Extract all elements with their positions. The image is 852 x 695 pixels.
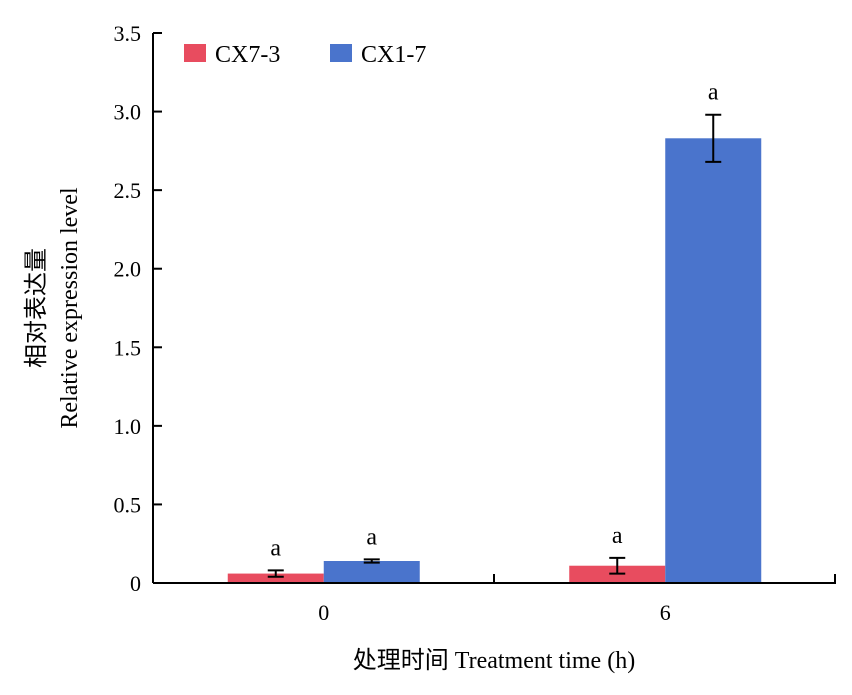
error-bars-layer <box>267 113 722 578</box>
y-tick-label: 0.5 <box>114 492 142 517</box>
x-axis-title: 处理时间 Treatment time (h) <box>353 647 635 674</box>
significance-labels-layer: a a a a <box>270 80 719 562</box>
y-ticks-layer: 0 0.5 1.0 1.5 2.0 2.5 3.0 3.5 <box>114 21 162 596</box>
y-tick-label: 2.0 <box>114 257 142 282</box>
x-tick-label: 6 <box>660 600 671 625</box>
legend-swatch-cx7-3 <box>184 44 206 62</box>
axes <box>152 33 836 584</box>
bars-layer <box>227 138 762 584</box>
bar-cx1-7-t6 <box>665 138 762 584</box>
error-bar-cx7-3-t6 <box>609 556 626 575</box>
error-bar-cx1-7-t6 <box>705 113 722 163</box>
y-tick-label: 2.5 <box>114 178 142 203</box>
x-tick-label: 0 <box>318 600 329 625</box>
legend-label-cx1-7: CX1-7 <box>361 42 426 68</box>
y-tick-label: 1.0 <box>114 414 142 439</box>
error-bar-cx1-7-t0 <box>363 558 380 564</box>
bar-cx1-7-t0 <box>323 561 420 583</box>
bar-cx7-3-t0 <box>227 573 324 583</box>
y-tick-label: 3.0 <box>114 100 142 125</box>
y-axis-title-line2: Relative expression level <box>57 187 83 429</box>
significance-label-cx7-3-t0: a <box>270 535 281 561</box>
y-tick-label: 0 <box>130 571 141 596</box>
y-tick-label: 3.5 <box>114 21 142 46</box>
legend-swatch-cx1-7 <box>330 44 352 62</box>
significance-label-cx1-7-t0: a <box>366 524 377 550</box>
significance-label-cx1-7-t6: a <box>708 80 719 106</box>
legend-label-cx7-3: CX7-3 <box>215 42 280 68</box>
y-tick-label: 1.5 <box>114 335 142 360</box>
legend: CX7-3 CX1-7 <box>184 42 426 68</box>
significance-label-cx7-3-t6: a <box>612 523 623 549</box>
y-axis-title-line1: 相对表达量 <box>23 248 50 368</box>
error-bar-cx7-3-t0 <box>267 569 284 578</box>
